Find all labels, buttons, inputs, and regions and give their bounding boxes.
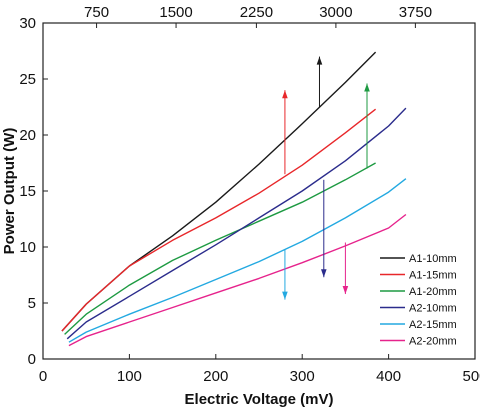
legend-label: A1-20mm: [409, 286, 457, 298]
y-tick-label: 20: [19, 127, 36, 144]
x-axis-title: Electric Voltage (mV): [185, 391, 334, 408]
series-line-a2-10mm: [66, 107, 407, 340]
y-tick-label: 15: [19, 183, 36, 200]
top-tick-label: 3750: [399, 4, 432, 21]
series-line-a1-10mm: [61, 51, 377, 332]
annotation-arrow-head: [342, 286, 349, 295]
y-tick-label: 30: [19, 15, 36, 32]
y-tick-label: 10: [19, 239, 36, 256]
legend: A1-10mm A1-15mm A1-20mm A2-10mm A2-15mm A2-20…: [380, 253, 457, 348]
y-axis-title: Power Output (W): [1, 128, 18, 255]
y-tick-label: 25: [19, 71, 36, 88]
tick-layer: 0 100 200 300 400 500 0 5 10 15 20 25 30 750 1500 2250 3…: [19, 4, 480, 385]
arrow-layer: [282, 56, 370, 300]
series-line-a1-20mm: [64, 162, 376, 335]
top-tick-label: 1500: [159, 4, 192, 21]
y-tick-label: 5: [28, 295, 36, 312]
legend-label: A2-15mm: [409, 319, 457, 331]
series-line-a1-15mm: [61, 108, 377, 332]
y-tick-label: 0: [28, 351, 36, 368]
annotation-arrow-head: [316, 56, 323, 65]
legend-label: A2-10mm: [409, 303, 457, 315]
legend-label: A1-10mm: [409, 253, 457, 265]
top-tick-label: 750: [84, 4, 109, 21]
annotation-arrow-head: [282, 90, 288, 99]
series-line-a2-15mm: [68, 178, 407, 343]
annotation-arrow-head: [364, 83, 370, 92]
annotation-arrow-head: [282, 291, 288, 300]
x-tick-label: 0: [39, 368, 47, 385]
x-tick-label: 100: [117, 368, 142, 385]
top-tick-label: 3000: [319, 4, 352, 21]
top-tick-label: 2250: [240, 4, 273, 21]
legend-label: A2-20mm: [409, 336, 457, 348]
x-tick-label: 500: [462, 368, 480, 385]
annotation-arrow-head: [321, 269, 327, 278]
x-tick-label: 400: [376, 368, 401, 385]
series-line-a2-20mm: [68, 213, 407, 347]
series-layer: [61, 51, 407, 347]
x-tick-label: 300: [290, 368, 315, 385]
legend-label: A1-15mm: [409, 270, 457, 282]
x-tick-label: 200: [203, 368, 228, 385]
